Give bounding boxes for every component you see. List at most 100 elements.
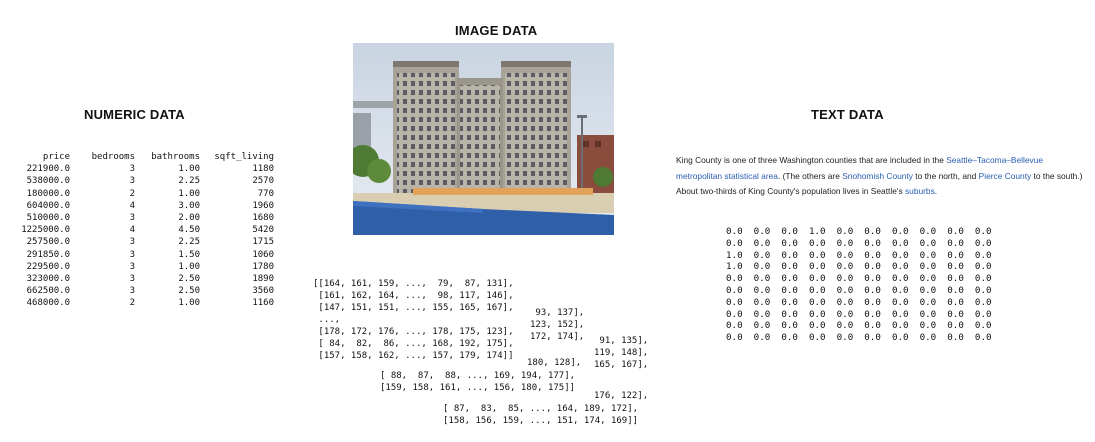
table-cell: 221900.0 [26,164,70,175]
table-cell: 180000.0 [26,188,70,199]
array-line: [158, 156, 159, ..., 151, 174, 169]] [443,416,639,426]
table-cell: 229500.0 [26,261,70,272]
array-line: 165, 167], [594,360,649,370]
table-cell: 770 [257,188,274,199]
link-seattle-metro[interactable]: Seattle–Tacoma–Bellevue metropolitan sta… [676,155,1044,181]
table-row: 221900.0 3 1.00 1180 [12,163,274,175]
image-data-title: IMAGE DATA [455,23,538,38]
table-cell: 3 [129,164,135,175]
table-cell: 291850.0 [26,249,70,260]
array-line: [ 88, 87, 88, ..., 169, 194, 177], [380,371,576,381]
table-cell: 4 [129,200,135,211]
table-cell: 1225000.0 [21,225,70,236]
table-cell: 1.00 [178,261,200,272]
array-block: 93, 137], 123, 152], 172, 174], [530,307,584,343]
table-header-row: price bedrooms bathrooms sqft_living [12,151,274,163]
array-line: 180, 128], [527,358,582,368]
table-cell: 2.25 [178,237,200,248]
numeric-data-title: NUMERIC DATA [84,107,185,122]
table-cell: 323000.0 [26,274,70,285]
table-cell: 538000.0 [26,176,70,187]
table-cell: 1.00 [178,298,200,309]
table-cell: 3 [129,249,135,260]
table-cell: 662500.0 [26,286,70,297]
table-cell: 1180 [252,164,274,175]
table-cell: 5420 [252,225,274,236]
table-cell: 4.50 [178,225,200,236]
table-row: 257500.0 3 2.25 1715 [12,236,274,248]
column-header: bathrooms [151,152,200,162]
array-line: 176, 122], [594,391,649,401]
numeric-data-table: price bedrooms bathrooms sqft_living 221… [12,151,274,310]
matrix-row: 0.0 0.0 0.0 0.0 0.0 0.0 0.0 0.0 0.0 0.0 [726,284,992,296]
array-block: 180, 128], [527,357,581,369]
array-block: [ 87, 83, 85, ..., 164, 189, 172], [158, … [443,403,638,427]
matrix-row: 0.0 0.0 0.0 0.0 0.0 0.0 0.0 0.0 0.0 0.0 [726,237,992,249]
array-line: [161, 162, 164, ..., 98, 117, 146], [313,291,514,301]
matrix-row: 0.0 0.0 0.0 1.0 0.0 0.0 0.0 0.0 0.0 0.0 [726,226,992,237]
table-cell: 604000.0 [26,200,70,211]
table-cell: 257500.0 [26,237,70,248]
text-paragraph: King County is one of three Washington c… [676,153,1086,200]
table-row: 1225000.0 4 4.50 5420 [12,224,274,236]
table-cell: 3560 [252,286,274,297]
table-row: 538000.0 3 2.25 2570 [12,175,274,187]
column-header: bedrooms [91,152,135,162]
array-block: 91, 135], 119, 148], 165, 167], [594,335,648,371]
matrix-row: 0.0 0.0 0.0 0.0 0.0 0.0 0.0 0.0 0.0 0.0 [726,273,992,285]
matrix-row: 0.0 0.0 0.0 0.0 0.0 0.0 0.0 0.0 0.0 0.0 [726,332,992,344]
table-cell: 1060 [252,249,274,260]
table-row: 468000.0 2 1.00 1160 [12,297,274,309]
array-block: [[164, 161, 159, ..., 79, 87, 131], [161… [313,278,513,362]
column-header: sqft_living [214,152,274,162]
column-header: price [42,152,70,162]
table-cell: 1.00 [178,164,200,175]
table-cell: 2570 [252,176,274,187]
link-pierce-county[interactable]: Pierce County [978,170,1032,181]
array-line: 93, 137], [530,308,585,318]
matrix-row: 1.0 0.0 0.0 0.0 0.0 0.0 0.0 0.0 0.0 0.0 [726,249,992,261]
text-data-title: TEXT DATA [811,107,884,122]
table-cell: 3 [129,261,135,272]
table-row: 323000.0 3 2.50 1890 [12,273,274,285]
table-cell: 468000.0 [26,298,70,309]
array-line: [157, 158, 162, ..., 157, 179, 174]] [313,351,514,361]
array-line: [159, 158, 161, ..., 156, 180, 175]] [380,383,576,393]
table-cell: 3 [129,213,135,224]
table-row: 229500.0 3 1.00 1780 [12,261,274,273]
table-row: 180000.0 2 1.00 770 [12,188,274,200]
link-suburbs[interactable]: suburbs [904,186,935,196]
table-cell: 2.50 [178,274,200,285]
table-row: 291850.0 3 1.50 1060 [12,249,274,261]
array-line: 91, 135], [594,336,649,346]
table-cell: 4 [129,225,135,236]
table-cell: 2 [129,298,135,309]
table-cell: 1680 [252,213,274,224]
table-row: 604000.0 4 3.00 1960 [12,200,274,212]
table-row: 662500.0 3 2.50 3560 [12,285,274,297]
array-block: 176, 122], [594,390,648,402]
table-cell: 3.00 [178,200,200,211]
paragraph-text: King County is one of three Washington c… [676,155,947,165]
table-cell: 3 [129,176,135,187]
array-line: [ 84, 82, 86, ..., 168, 192, 175], [313,339,514,349]
table-cell: 1780 [252,261,274,272]
matrix-row: 0.0 0.0 0.0 0.0 0.0 0.0 0.0 0.0 0.0 0.0 [726,296,992,308]
table-cell: 1715 [252,237,274,248]
table-cell: 1960 [252,200,274,211]
paragraph-text: to the south.) About two-thirds of King … [676,170,1083,197]
building-photo [353,43,614,235]
array-line: ..., [313,315,341,325]
table-cell: 2.00 [178,213,200,224]
table-cell: 1.00 [178,188,200,199]
table-cell: 3 [129,286,135,297]
array-line: [178, 172, 176, ..., 178, 175, 123], [313,327,514,337]
table-cell: 2.25 [178,176,200,187]
one-hot-matrix: 0.0 0.0 0.0 1.0 0.0 0.0 0.0 0.0 0.0 0.0 0… [726,226,992,344]
table-cell: 2 [129,188,135,199]
link-snohomish-county[interactable]: Snohomish County [842,170,913,181]
table-cell: 3 [129,274,135,285]
array-line: [147, 151, 151, ..., 155, 165, 167], [313,303,514,313]
table-cell: 510000.0 [26,213,70,224]
paragraph-text: . (The others are [777,170,843,181]
